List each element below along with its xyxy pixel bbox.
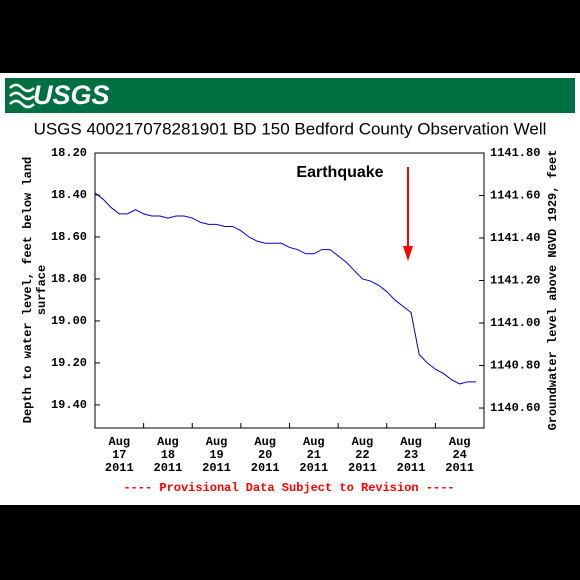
panel <box>0 73 580 505</box>
x-tick-label: 2011 <box>397 461 426 475</box>
y2-tick-label: 1141.60 <box>490 189 540 203</box>
header-bar <box>5 78 575 113</box>
x-tick-label: Aug <box>157 435 179 449</box>
x-tick-label: Aug <box>254 435 276 449</box>
footer: ---- Provisional Data Subject to Revisio… <box>123 481 454 495</box>
x-tick-label: 2011 <box>299 461 328 475</box>
y2-tick-label: 1140.60 <box>490 401 540 415</box>
y2-tick-label: 1141.40 <box>490 231 540 245</box>
y2-tick-label: 1140.80 <box>490 359 540 373</box>
chart-title: USGS 400217078281901 BD 150 Bedford Coun… <box>34 119 547 138</box>
x-tick-label: Aug <box>206 435 228 449</box>
y-axis-label: surface <box>35 265 49 315</box>
x-tick-label: 23 <box>404 448 418 462</box>
x-tick-label: 2011 <box>445 461 474 475</box>
data-line <box>94 192 476 385</box>
x-tick-label: 19 <box>209 448 223 462</box>
y2-tick-label: 1141.00 <box>490 316 540 330</box>
annotation: Earthquake <box>296 164 383 181</box>
y-tick-label: 18.60 <box>51 230 87 244</box>
x-tick-label: Aug <box>400 435 422 449</box>
y-axis-label: Depth to water level, feet below land <box>21 157 35 423</box>
x-tick-label: 21 <box>307 448 321 462</box>
x-tick-label: Aug <box>109 435 131 449</box>
y2-tick-label: 1141.80 <box>490 146 540 160</box>
y2-axis-label: Groundwater level above NGVD 1929, feet <box>546 150 560 431</box>
logo: USGS <box>33 80 110 110</box>
x-tick-label: 2011 <box>348 461 377 475</box>
x-tick-label: 2011 <box>105 461 134 475</box>
logo-waves <box>9 83 35 109</box>
x-tick-label: 20 <box>258 448 272 462</box>
y-tick-label: 19.00 <box>51 314 87 328</box>
y-tick-label: 18.80 <box>51 272 87 286</box>
x-tick-label: 22 <box>355 448 369 462</box>
x-tick-label: 2011 <box>251 461 280 475</box>
x-tick-label: Aug <box>303 435 325 449</box>
y2-tick-label: 1141.20 <box>490 274 540 288</box>
y-tick-label: 18.40 <box>51 188 87 202</box>
x-tick-label: 18 <box>161 448 175 462</box>
y-tick-label: 19.20 <box>51 356 87 370</box>
y-tick-label: 18.20 <box>51 146 87 160</box>
y-tick-label: 19.40 <box>51 398 87 412</box>
x-tick-label: 17 <box>112 448 126 462</box>
x-tick-label: 24 <box>452 448 466 462</box>
x-tick-label: 2011 <box>154 461 183 475</box>
annotation-arrowhead <box>403 246 413 261</box>
x-tick-label: 2011 <box>202 461 231 475</box>
x-tick-label: Aug <box>449 435 471 449</box>
x-tick-label: Aug <box>352 435 374 449</box>
